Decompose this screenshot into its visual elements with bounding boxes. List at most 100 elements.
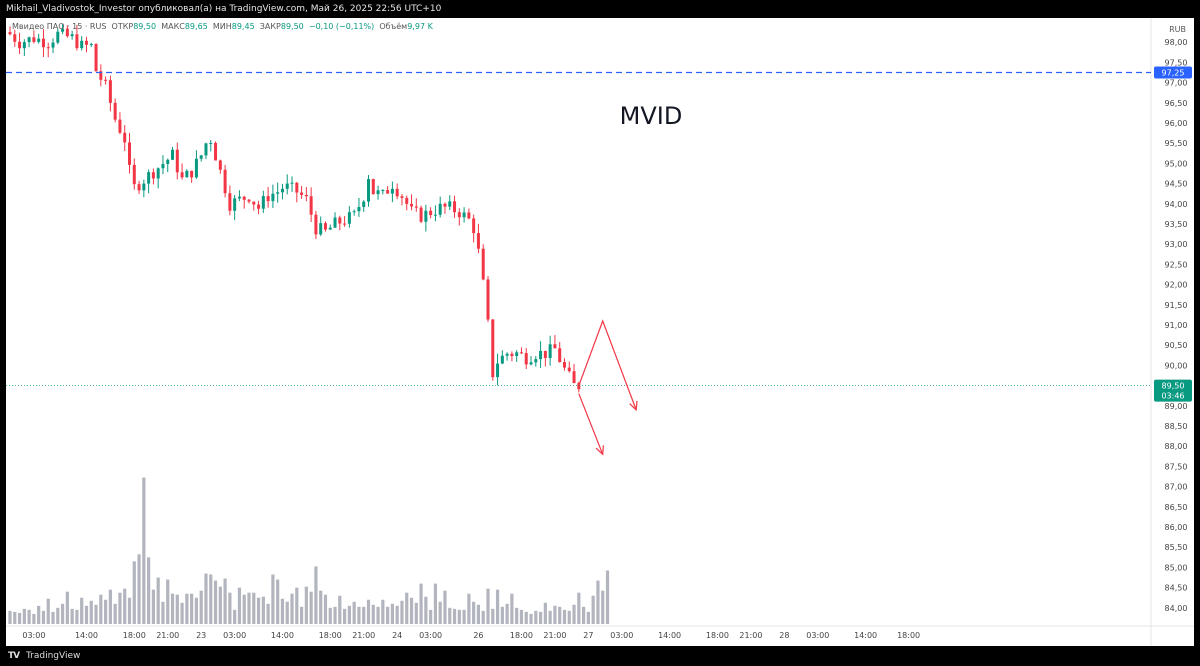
y-tick-label: 85,00: [1165, 563, 1188, 572]
volume-bar: [577, 592, 581, 624]
candle-body: [147, 172, 151, 184]
x-tick-label: 03:00: [610, 631, 633, 640]
projection-arrow-down-head: [595, 445, 604, 456]
volume-bar: [304, 586, 308, 624]
volume-bar: [228, 592, 232, 624]
volume-bar: [538, 611, 543, 624]
volume-bar: [209, 574, 213, 624]
candle-body: [128, 142, 131, 165]
chart-panel[interactable]: 98,00 97,50 97,00 96,50 96,00 95,50 95,00 94,50…: [6, 18, 1194, 646]
candle-body: [309, 196, 313, 215]
candle-body: [467, 212, 471, 219]
volume-bar: [500, 606, 504, 624]
candle-body: [524, 353, 528, 365]
y-tick-label: 91,00: [1165, 321, 1188, 330]
candle-body: [46, 47, 50, 49]
y-tick-label: 95,50: [1165, 139, 1188, 148]
currency-label: RUB: [1169, 25, 1186, 34]
candle-body: [472, 218, 476, 234]
volume-bar: [515, 607, 519, 624]
volume-bar: [75, 609, 79, 624]
volume-bar: [400, 600, 404, 624]
candle-body: [32, 37, 36, 42]
candle-body: [123, 132, 127, 143]
volume-bar: [491, 608, 495, 624]
projection-arrow-up: [578, 319, 637, 411]
candle-body: [65, 28, 69, 37]
volume-bar: [175, 594, 179, 624]
volume-bar: [596, 580, 600, 624]
x-tick-label: 24: [392, 631, 402, 640]
volume-bar: [142, 477, 146, 624]
candle-body: [429, 210, 433, 216]
candle-body: [113, 102, 117, 120]
volume-bar: [123, 588, 127, 624]
candle-body: [548, 344, 552, 359]
y-tick-label: 87,50: [1165, 462, 1188, 471]
candle-body: [118, 119, 122, 133]
volume-bar: [386, 606, 390, 624]
volume-bar: [51, 611, 55, 624]
volume-bar: [323, 594, 328, 624]
volume-bar: [285, 601, 289, 624]
price-chart[interactable]: 98,00 97,50 97,00 96,50 96,00 95,50 95,00 94,50…: [6, 18, 1194, 646]
candle-body: [352, 211, 356, 213]
volume-bar: [276, 579, 280, 624]
volume-bar: [443, 590, 447, 624]
symbol-name: Мвидео ПАО · 15 · RUS: [12, 22, 107, 31]
volume-bar: [457, 609, 461, 624]
volume-bar: [194, 597, 199, 624]
y-tick-label: 86,50: [1165, 503, 1188, 512]
candle-body: [390, 188, 394, 194]
x-tick-label: 14:00: [658, 631, 681, 640]
candle-body: [486, 279, 490, 320]
volume-bar: [405, 592, 409, 624]
tradingview-logo-icon: TV: [8, 651, 20, 661]
x-tick-label: 21:00: [352, 631, 375, 640]
y-tick-label: 93,00: [1165, 240, 1188, 249]
volume-bar: [462, 609, 466, 624]
chart-title: MVID: [620, 102, 683, 130]
y-tick-label: 88,50: [1165, 422, 1188, 431]
volume-bar: [605, 570, 610, 624]
close-value: 89,50: [280, 22, 304, 31]
candle-body: [347, 212, 351, 224]
candle-body: [218, 160, 222, 170]
candle-body: [414, 206, 418, 208]
candle-body: [104, 79, 108, 81]
candle-body: [476, 233, 480, 249]
candle-body: [194, 158, 198, 178]
candle-body: [261, 196, 265, 209]
change-value: −0,10 (−0,11%): [308, 22, 375, 31]
candle-body: [22, 42, 26, 49]
volume-bar: [37, 605, 41, 624]
projection-arrow-up-head: [629, 400, 638, 412]
volume-bar: [261, 596, 265, 624]
candle-body: [323, 223, 327, 230]
open-value: 89,50: [133, 22, 157, 31]
candle-body: [175, 149, 179, 173]
candle-body: [400, 196, 404, 198]
volume-bar: [99, 594, 103, 624]
candle-body: [519, 352, 523, 354]
volume-bar: [84, 605, 89, 624]
candle-body: [381, 190, 385, 192]
candle-body: [8, 32, 12, 35]
y-tick-label: 90,00: [1165, 361, 1188, 370]
volume-bar: [299, 606, 304, 624]
volume-bar: [46, 598, 50, 624]
volume-bar: [113, 603, 117, 624]
volume-bar: [529, 613, 533, 624]
low-label: МИН: [212, 22, 232, 31]
y-tick-label: 87,00: [1165, 483, 1188, 492]
candle-body: [567, 367, 571, 372]
candle-body: [285, 183, 289, 189]
publisher-text: Mikhail_Vladivostok_Investor опубликовал…: [6, 4, 442, 14]
low-value: 89,45: [231, 22, 255, 31]
volume-bar: [233, 609, 237, 624]
candle-body: [166, 159, 170, 165]
y-tick-label: 90,50: [1165, 341, 1188, 350]
candle-body: [37, 38, 41, 42]
volume-bar: [472, 601, 476, 624]
